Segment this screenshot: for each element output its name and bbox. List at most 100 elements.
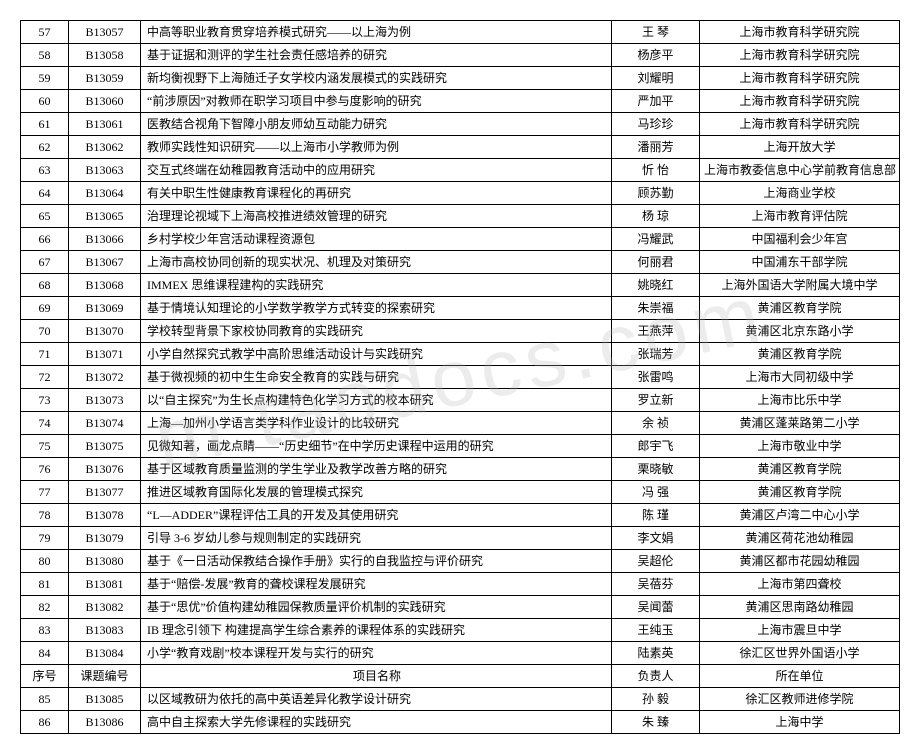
cell-title: “L—ADDER”课程评估工具的开发及其使用研究	[141, 504, 612, 527]
cell-owner: 冯耀武	[612, 228, 700, 251]
cell-owner: 杨 琼	[612, 205, 700, 228]
table-row: 75B13075见微知著，画龙点睛——“历史细节”在中学历史课程中运用的研究郎宇…	[21, 435, 900, 458]
cell-idx: 74	[21, 412, 69, 435]
page-container: m.taodocs.com 57B13057中高等职业教育贯穿培养模式研究——以…	[20, 20, 900, 734]
cell-title: 以区域教研为依托的高中英语差异化教学设计研究	[141, 688, 612, 711]
cell-owner: 马珍珍	[612, 113, 700, 136]
cell-title: 推进区域教育国际化发展的管理模式探究	[141, 481, 612, 504]
table-row: 82B13082基于“思优”价值构建幼稚园保教质量评价机制的实践研究吴闻蕾黄浦区…	[21, 596, 900, 619]
cell-title: 有关中职生性健康教育课程化的再研究	[141, 182, 612, 205]
cell-title: 基于“思优”价值构建幼稚园保教质量评价机制的实践研究	[141, 596, 612, 619]
cell-title: 中高等职业教育贯穿培养模式研究——以上海为例	[141, 21, 612, 44]
cell-unit: 黄浦区都市花园幼稚园	[700, 550, 900, 573]
cell-title: 上海市高校协同创新的现实状况、机理及对策研究	[141, 251, 612, 274]
cell-code: B13084	[69, 642, 141, 665]
cell-idx: 72	[21, 366, 69, 389]
cell-title: 以“自主探究”为生长点构建特色化学习方式的校本研究	[141, 389, 612, 412]
cell-unit: 上海市教育科学研究院	[700, 113, 900, 136]
cell-title: IMMEX 思维课程建构的实践研究	[141, 274, 612, 297]
cell-owner: 张雷鸣	[612, 366, 700, 389]
cell-idx: 61	[21, 113, 69, 136]
cell-code: B13057	[69, 21, 141, 44]
header-unit: 所在单位	[700, 665, 900, 688]
cell-title: 乡村学校少年宫活动课程资源包	[141, 228, 612, 251]
cell-title: 见微知著，画龙点睛——“历史细节”在中学历史课程中运用的研究	[141, 435, 612, 458]
cell-idx: 64	[21, 182, 69, 205]
cell-unit: 上海市教育科学研究院	[700, 67, 900, 90]
cell-idx: 58	[21, 44, 69, 67]
cell-owner: 张瑞芳	[612, 343, 700, 366]
cell-unit: 上海市大同初级中学	[700, 366, 900, 389]
table-row: 78B13078“L—ADDER”课程评估工具的开发及其使用研究陈 瑾黄浦区卢湾…	[21, 504, 900, 527]
table-row: 74B13074上海—加州小学语言类学科作业设计的比较研究余 祯黄浦区蓬莱路第二…	[21, 412, 900, 435]
table-row: 65B13065治理理论视域下上海高校推进绩效管理的研究杨 琼上海市教育评估院	[21, 205, 900, 228]
cell-code: B13083	[69, 619, 141, 642]
cell-title: 学校转型背景下家校协同教育的实践研究	[141, 320, 612, 343]
cell-code: B13072	[69, 366, 141, 389]
cell-unit: 中国福利会少年宫	[700, 228, 900, 251]
cell-code: B13080	[69, 550, 141, 573]
cell-code: B13059	[69, 67, 141, 90]
table-row: 80B13080基于《一日活动保教结合操作手册》实行的自我监控与评价研究吴超伦黄…	[21, 550, 900, 573]
cell-code: B13077	[69, 481, 141, 504]
cell-code: B13074	[69, 412, 141, 435]
cell-idx: 78	[21, 504, 69, 527]
cell-owner: 罗立新	[612, 389, 700, 412]
cell-idx: 68	[21, 274, 69, 297]
cell-owner: 忻 怡	[612, 159, 700, 182]
cell-idx: 66	[21, 228, 69, 251]
cell-code: B13069	[69, 297, 141, 320]
cell-owner: 杨彦平	[612, 44, 700, 67]
cell-title: 引导 3-6 岁幼儿参与规则制定的实践研究	[141, 527, 612, 550]
cell-unit: 黄浦区思南路幼稚园	[700, 596, 900, 619]
cell-code: B13073	[69, 389, 141, 412]
cell-idx: 84	[21, 642, 69, 665]
projects-table: 57B13057中高等职业教育贯穿培养模式研究——以上海为例王 琴上海市教育科学…	[20, 20, 900, 734]
cell-idx: 69	[21, 297, 69, 320]
table-row: 71B13071小学自然探究式教学中高阶思维活动设计与实践研究张瑞芳黄浦区教育学…	[21, 343, 900, 366]
cell-title: 基于区域教育质量监测的学生学业及教学改善方略的研究	[141, 458, 612, 481]
cell-owner: 李文娟	[612, 527, 700, 550]
table-row: 57B13057中高等职业教育贯穿培养模式研究——以上海为例王 琴上海市教育科学…	[21, 21, 900, 44]
header-owner: 负责人	[612, 665, 700, 688]
cell-unit: 上海市震旦中学	[700, 619, 900, 642]
cell-owner: 吴超伦	[612, 550, 700, 573]
cell-idx: 79	[21, 527, 69, 550]
table-row: 86B13086高中自主探索大学先修课程的实践研究朱 臻上海中学	[21, 711, 900, 734]
cell-idx: 63	[21, 159, 69, 182]
table-row: 85B13085以区域教研为依托的高中英语差异化教学设计研究孙 毅徐汇区教师进修…	[21, 688, 900, 711]
table-row: 72B13072基于微视频的初中生生命安全教育的实践与研究张雷鸣上海市大同初级中…	[21, 366, 900, 389]
cell-owner: 陈 瑾	[612, 504, 700, 527]
cell-idx: 57	[21, 21, 69, 44]
cell-title: 治理理论视域下上海高校推进绩效管理的研究	[141, 205, 612, 228]
table-row: 64B13064有关中职生性健康教育课程化的再研究顾苏勤上海商业学校	[21, 182, 900, 205]
cell-owner: 吴蓓芬	[612, 573, 700, 596]
table-row: 67B13067上海市高校协同创新的现实状况、机理及对策研究何丽君中国浦东干部学…	[21, 251, 900, 274]
cell-title: 高中自主探索大学先修课程的实践研究	[141, 711, 612, 734]
cell-code: B13068	[69, 274, 141, 297]
cell-idx: 77	[21, 481, 69, 504]
cell-owner: 陆素英	[612, 642, 700, 665]
cell-code: B13085	[69, 688, 141, 711]
cell-unit: 黄浦区荷花池幼稚园	[700, 527, 900, 550]
cell-code: B13079	[69, 527, 141, 550]
cell-code: B13065	[69, 205, 141, 228]
cell-idx: 73	[21, 389, 69, 412]
cell-owner: 王燕萍	[612, 320, 700, 343]
cell-code: B13058	[69, 44, 141, 67]
table-row: 84B13084小学“教育戏剧”校本课程开发与实行的研究陆素英徐汇区世界外国语小…	[21, 642, 900, 665]
cell-title: 基于微视频的初中生生命安全教育的实践与研究	[141, 366, 612, 389]
table-row: 68B13068IMMEX 思维课程建构的实践研究姚晓红上海外国语大学附属大境中…	[21, 274, 900, 297]
cell-owner: 栗晓敏	[612, 458, 700, 481]
cell-idx: 67	[21, 251, 69, 274]
cell-idx: 86	[21, 711, 69, 734]
cell-unit: 黄浦区蓬莱路第二小学	[700, 412, 900, 435]
cell-owner: 顾苏勤	[612, 182, 700, 205]
table-row: 77B13077推进区域教育国际化发展的管理模式探究冯 强黄浦区教育学院	[21, 481, 900, 504]
cell-idx: 70	[21, 320, 69, 343]
table-row: 66B13066乡村学校少年宫活动课程资源包冯耀武中国福利会少年宫	[21, 228, 900, 251]
cell-code: B13082	[69, 596, 141, 619]
cell-unit: 黄浦区教育学院	[700, 343, 900, 366]
cell-title: 基于情境认知理论的小学数学教学方式转变的探索研究	[141, 297, 612, 320]
cell-unit: 上海商业学校	[700, 182, 900, 205]
